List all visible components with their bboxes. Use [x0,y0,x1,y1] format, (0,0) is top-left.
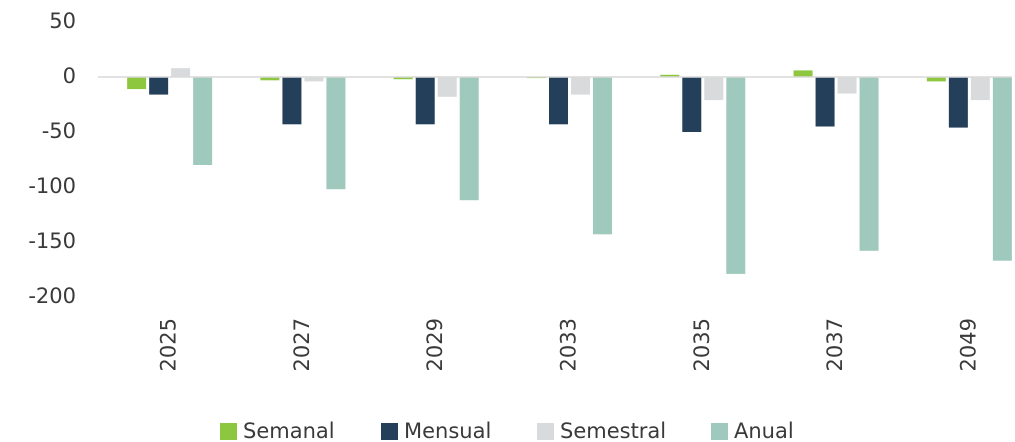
y-tick-label: -200 [28,284,76,308]
bar [260,77,280,81]
bar [815,77,835,127]
bar [127,77,147,90]
legend-swatch [220,423,237,440]
bar [948,77,968,128]
legend-swatch [537,423,554,440]
bar [415,77,435,125]
bar [992,77,1012,261]
y-tick-label: -150 [28,229,76,253]
y-tick-label: -50 [42,119,76,143]
bar [660,74,680,77]
bar [149,77,169,95]
bar [326,77,346,190]
bar [793,70,813,77]
bar [926,77,946,82]
x-tick-label: 2025 [157,318,181,371]
bar [704,77,724,101]
x-tick-label: 2027 [290,318,314,371]
legend-label: Anual [734,419,794,442]
y-tick-label: 0 [63,64,76,88]
bar [282,77,302,125]
legend-label: Semanal [243,419,335,442]
bar [549,77,568,125]
legend-swatch [381,423,398,440]
x-tick-label: 2033 [557,318,581,371]
bar [437,77,457,97]
x-tick-label: 2035 [690,318,714,371]
x-tick-label: 2049 [956,318,980,371]
bar [859,77,879,251]
legend-label: Mensual [404,419,491,442]
bar [682,77,702,132]
bar [171,68,191,77]
bar [970,77,990,101]
bar [593,77,612,235]
x-tick-label: 2037 [823,318,847,371]
bar [837,77,857,94]
y-tick-label: -100 [28,174,76,198]
bar [304,77,324,82]
bar [726,77,746,274]
y-tick-label: 50 [49,9,76,33]
bar [459,77,479,201]
x-tick-label: 2029 [423,318,447,371]
legend-label: Semestral [560,419,666,442]
bar [393,77,413,80]
legend-swatch [711,423,728,440]
bar [571,77,590,95]
bar [193,77,213,165]
